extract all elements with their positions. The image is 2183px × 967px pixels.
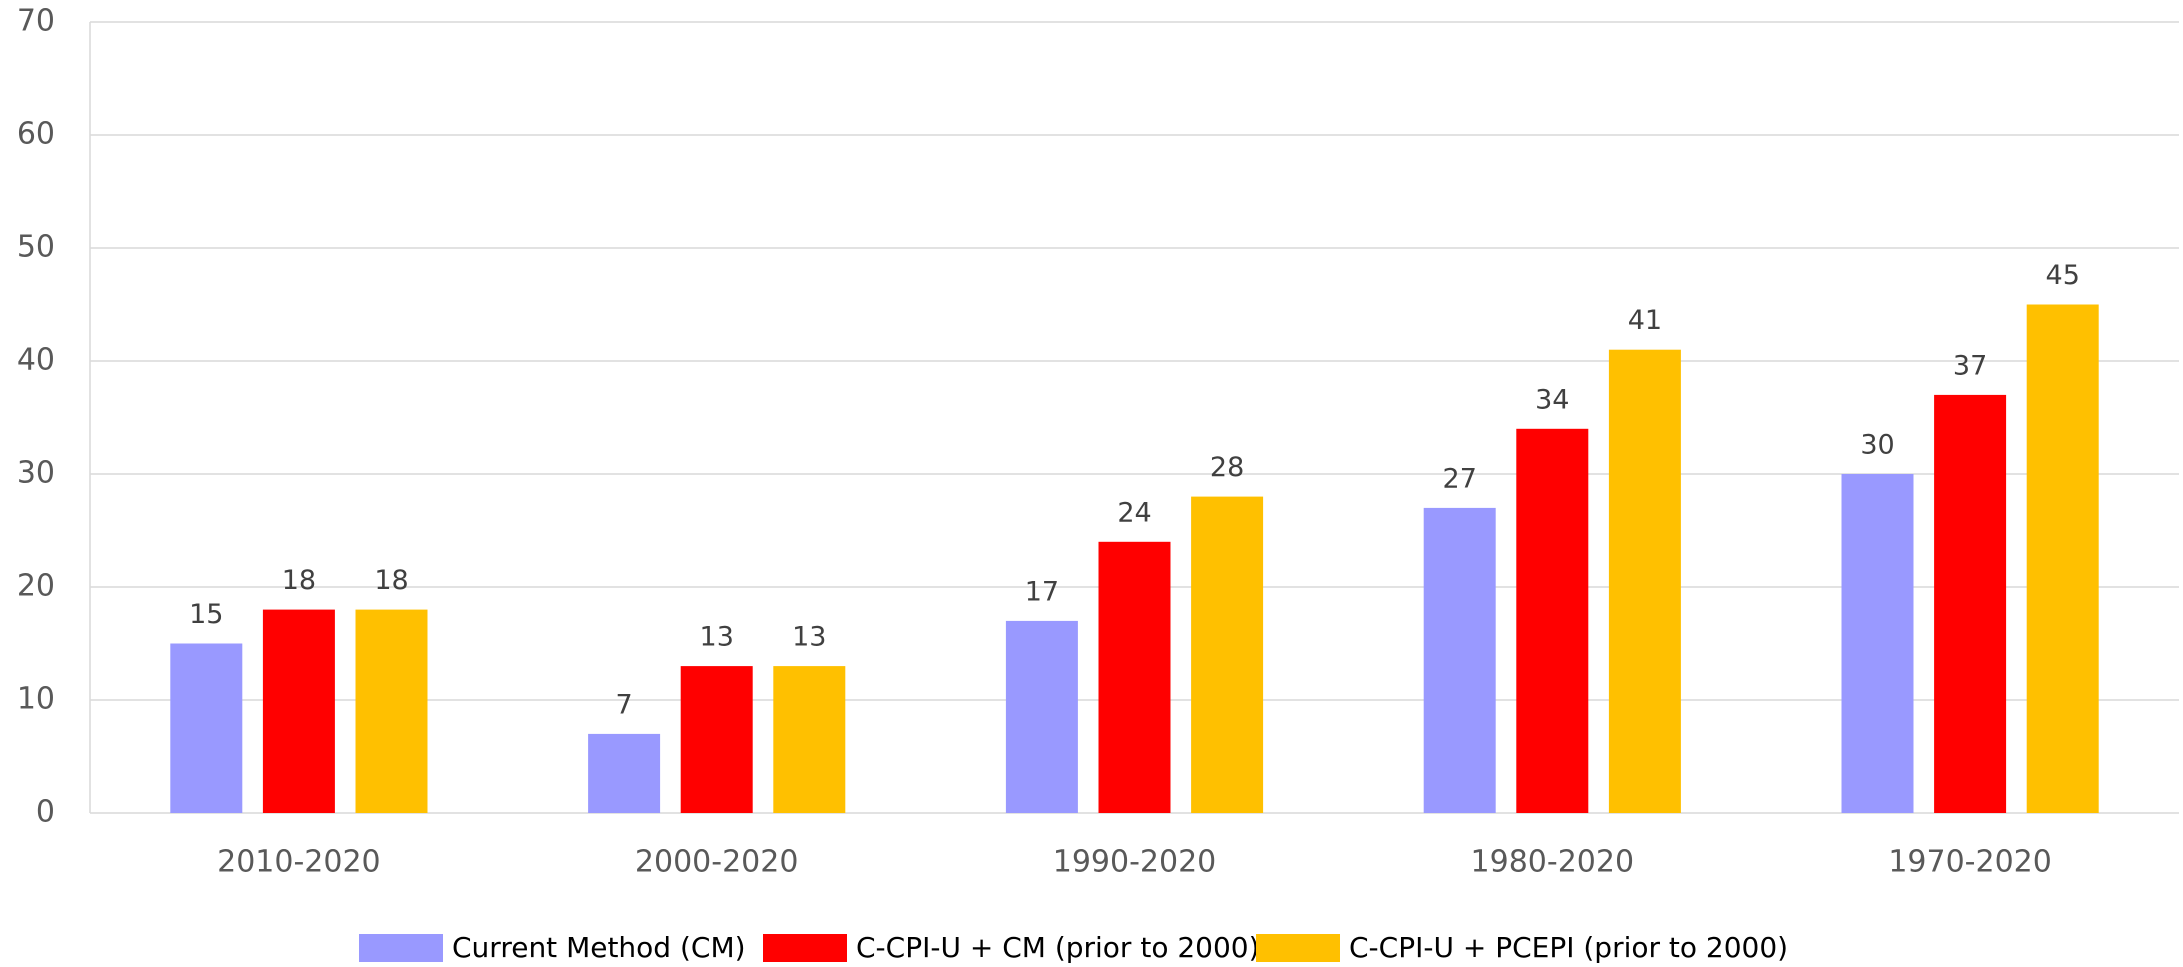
bar <box>2026 304 2099 813</box>
value-label: 18 <box>282 565 316 596</box>
bar <box>170 643 243 813</box>
value-label: 45 <box>2046 260 2080 291</box>
y-tick-label: 20 <box>17 569 55 604</box>
legend-label: C-CPI-U + CM (prior to 2000) <box>856 931 1260 964</box>
bar <box>1841 474 1914 813</box>
bar <box>588 733 661 813</box>
y-tick-label: 0 <box>36 795 55 830</box>
x-tick-label: 1980-2020 <box>1471 845 1635 880</box>
y-tick-label: 40 <box>17 343 55 378</box>
y-tick-label: 10 <box>17 682 55 717</box>
value-label: 17 <box>1025 576 1059 607</box>
value-label: 13 <box>700 622 734 653</box>
bar <box>1005 620 1078 813</box>
y-tick-label: 60 <box>17 117 55 152</box>
bar <box>1423 507 1496 813</box>
bar <box>1191 496 1264 813</box>
legend-label: C-CPI-U + PCEPI (prior to 2000) <box>1349 931 1788 964</box>
legend-swatch <box>359 934 443 962</box>
value-label: 13 <box>792 622 826 653</box>
legend-label: Current Method (CM) <box>452 931 746 964</box>
y-tick-label: 50 <box>17 230 55 265</box>
value-label: 41 <box>1628 305 1662 336</box>
bar <box>1608 349 1681 813</box>
x-tick-label: 2010-2020 <box>217 845 381 880</box>
legend-swatch <box>1256 934 1340 962</box>
value-label: 34 <box>1535 384 1569 415</box>
x-tick-label: 2000-2020 <box>635 845 799 880</box>
x-tick-label: 1990-2020 <box>1053 845 1217 880</box>
value-label: 15 <box>189 599 223 630</box>
value-label: 7 <box>616 689 633 720</box>
value-label: 18 <box>374 565 408 596</box>
bar <box>262 609 335 813</box>
value-label: 28 <box>1210 452 1244 483</box>
x-tick-label: 1970-2020 <box>1888 845 2052 880</box>
bar <box>1098 541 1171 813</box>
y-tick-label: 70 <box>17 4 55 39</box>
value-label: 37 <box>1953 350 1987 381</box>
bar <box>1934 394 2007 813</box>
value-label: 30 <box>1860 430 1894 461</box>
bar <box>773 666 846 813</box>
bar <box>680 666 753 813</box>
y-tick-label: 30 <box>17 456 55 491</box>
value-label: 27 <box>1443 463 1477 494</box>
legend-swatch <box>763 934 847 962</box>
bar <box>1516 428 1589 813</box>
value-label: 24 <box>1117 497 1151 528</box>
bar <box>355 609 428 813</box>
